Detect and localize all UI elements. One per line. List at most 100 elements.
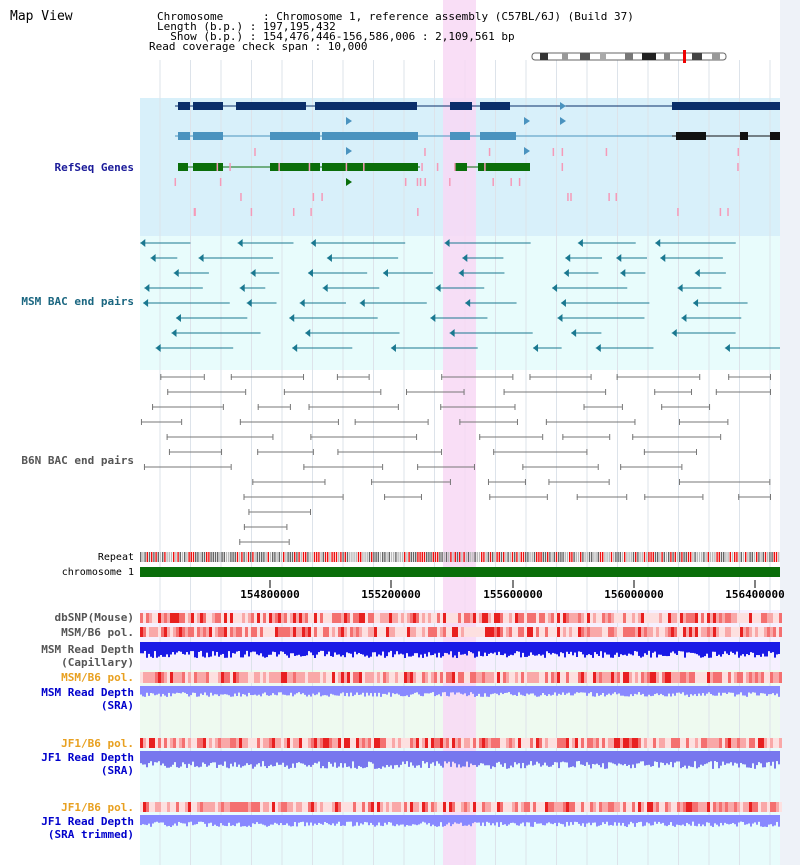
heat-cell (395, 802, 398, 812)
heat-cell (692, 627, 695, 637)
track-label-b6n-bac[interactable]: B6N BAC end pairs (21, 454, 134, 467)
read-depth-bar (170, 751, 172, 767)
gene-fragment (424, 178, 426, 186)
heat-cell (311, 672, 314, 683)
read-depth-bar (712, 751, 714, 769)
read-depth-bar (528, 686, 530, 695)
repeat-mark (767, 552, 769, 562)
track-label-jf1-b6-pol-2[interactable]: JF1/B6 pol. (61, 801, 134, 814)
read-depth-bar (232, 642, 234, 654)
heat-cell (182, 627, 185, 637)
heat-cell (380, 738, 383, 748)
read-depth-bar (248, 815, 250, 826)
page-title: Map View (10, 9, 73, 24)
read-depth-bar (626, 815, 628, 827)
track-label-jf1-read-depth-sra[interactable]: JF1 Read Depth (41, 751, 134, 764)
heat-cell (203, 627, 206, 637)
heat-cell (701, 672, 704, 683)
heat-cell (731, 738, 734, 748)
read-depth-bar (486, 815, 488, 822)
heat-cell (587, 613, 590, 623)
heat-cell (719, 613, 722, 623)
b6n-bac-end (770, 389, 771, 395)
repeat-mark (696, 552, 698, 562)
heat-cell (578, 613, 581, 623)
track-label-msm-bac[interactable]: MSM BAC end pairs (21, 295, 134, 308)
read-depth-bar (702, 686, 704, 694)
read-depth-bar (318, 686, 320, 693)
heat-cell (743, 738, 746, 748)
b6n-bac-end (546, 494, 548, 500)
heat-cell (713, 802, 716, 812)
read-depth-bar (466, 686, 468, 697)
heat-cell (680, 627, 683, 637)
read-depth-bar (512, 815, 514, 823)
repeat-mark (692, 552, 694, 562)
read-depth-bar (420, 815, 422, 824)
read-depth-bar (770, 815, 772, 825)
read-depth-bar (294, 686, 296, 695)
heat-cell (578, 627, 581, 637)
heat-cell (719, 738, 722, 748)
track-label-jf1-b6-pol[interactable]: JF1/B6 pol. (61, 737, 134, 750)
repeat-mark (261, 552, 263, 562)
track-label-msm-b6-pol[interactable]: MSM/B6 pol. (61, 626, 134, 639)
read-depth-bar (774, 815, 776, 826)
read-depth-bar (664, 815, 666, 826)
read-depth-bar (540, 751, 542, 767)
track-label-msm-b6-pol-sra[interactable]: MSM/B6 pol. (61, 671, 134, 684)
read-depth-bar (292, 751, 294, 764)
read-depth-bar (180, 815, 182, 823)
heat-cell (599, 802, 602, 812)
read-depth-bar (300, 642, 302, 657)
heat-cell (515, 627, 518, 637)
heat-cell (164, 627, 167, 637)
heat-cell (455, 738, 458, 748)
read-depth-bar (308, 815, 310, 826)
heat-cell (530, 802, 533, 812)
heat-cell (482, 672, 485, 683)
read-depth-bar (386, 751, 388, 765)
heat-cell (563, 613, 566, 623)
read-depth-bar (230, 751, 232, 764)
repeat-mark (181, 552, 184, 562)
read-depth-bar (418, 686, 420, 695)
read-depth-bar (722, 815, 724, 826)
track-label-msm-read-depth-capillary[interactable]: MSM Read Depth (41, 643, 134, 656)
b6n-bac-end (222, 404, 224, 410)
track-label-jf1-read-depth-trimmed[interactable]: JF1 Read Depth (41, 815, 134, 828)
repeat-mark (384, 552, 386, 562)
repeat-mark (494, 552, 496, 562)
read-depth-bar (292, 815, 294, 827)
heat-cell (518, 672, 521, 683)
heat-cell (167, 627, 170, 637)
read-depth-bar (488, 642, 490, 654)
read-depth-bar (172, 751, 174, 765)
heat-cell (617, 627, 620, 637)
read-depth-bar (676, 642, 678, 655)
read-depth-bar (646, 751, 648, 766)
heat-cell (668, 627, 671, 637)
heat-cell (200, 627, 203, 637)
track-label-msm-read-depth-sra[interactable]: MSM Read Depth (41, 686, 134, 699)
read-depth-bar (674, 815, 676, 827)
heat-cell (563, 738, 566, 748)
heat-cell (332, 613, 335, 623)
heat-cell (743, 672, 746, 683)
read-depth-bar (156, 686, 158, 695)
read-depth-bar (478, 642, 480, 652)
read-depth-bar (322, 642, 324, 651)
heat-cell (341, 613, 344, 623)
heat-cell (299, 613, 302, 623)
b6n-bac-end (239, 419, 241, 425)
read-depth-bar (298, 642, 300, 655)
read-depth-bar (246, 642, 248, 651)
read-depth-bar (524, 751, 526, 769)
read-depth-bar (216, 815, 218, 827)
msm-bac-end (462, 254, 468, 262)
track-label-refseq-genes[interactable]: RefSeq Genes (54, 161, 134, 174)
read-depth-bar (576, 751, 578, 762)
track-label-dbsnp[interactable]: dbSNP(Mouse) (54, 611, 134, 624)
read-depth-bar (238, 815, 240, 823)
